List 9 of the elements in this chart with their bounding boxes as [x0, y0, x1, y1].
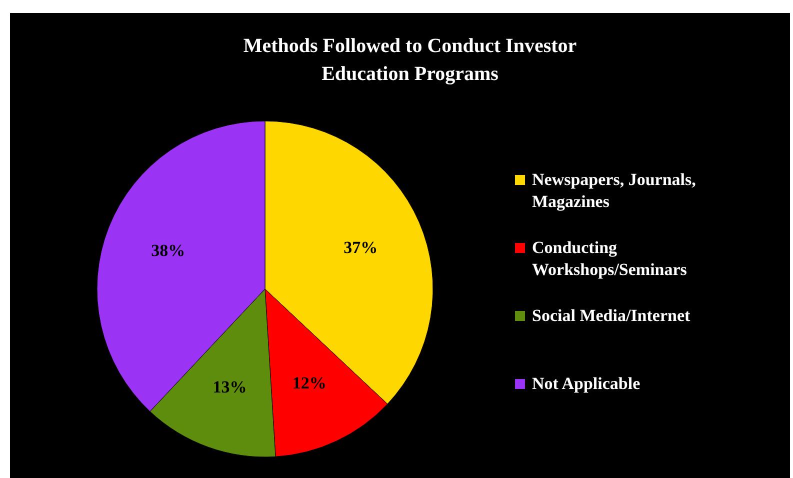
legend-label: Not Applicable [532, 374, 641, 393]
legend-label: Conducting Workshops/Seminars [532, 238, 688, 279]
data-label: 12% [292, 374, 326, 393]
data-label: 37% [344, 238, 378, 258]
chart-title: Methods Followed to Conduct Investor Education Programs [243, 35, 577, 85]
data-label: 38% [151, 241, 186, 260]
data-label: 13% [212, 378, 247, 396]
legend-label: Newspapers, Journals, Magazines [532, 170, 696, 211]
legend-label: Social Media/Internet [532, 306, 691, 325]
